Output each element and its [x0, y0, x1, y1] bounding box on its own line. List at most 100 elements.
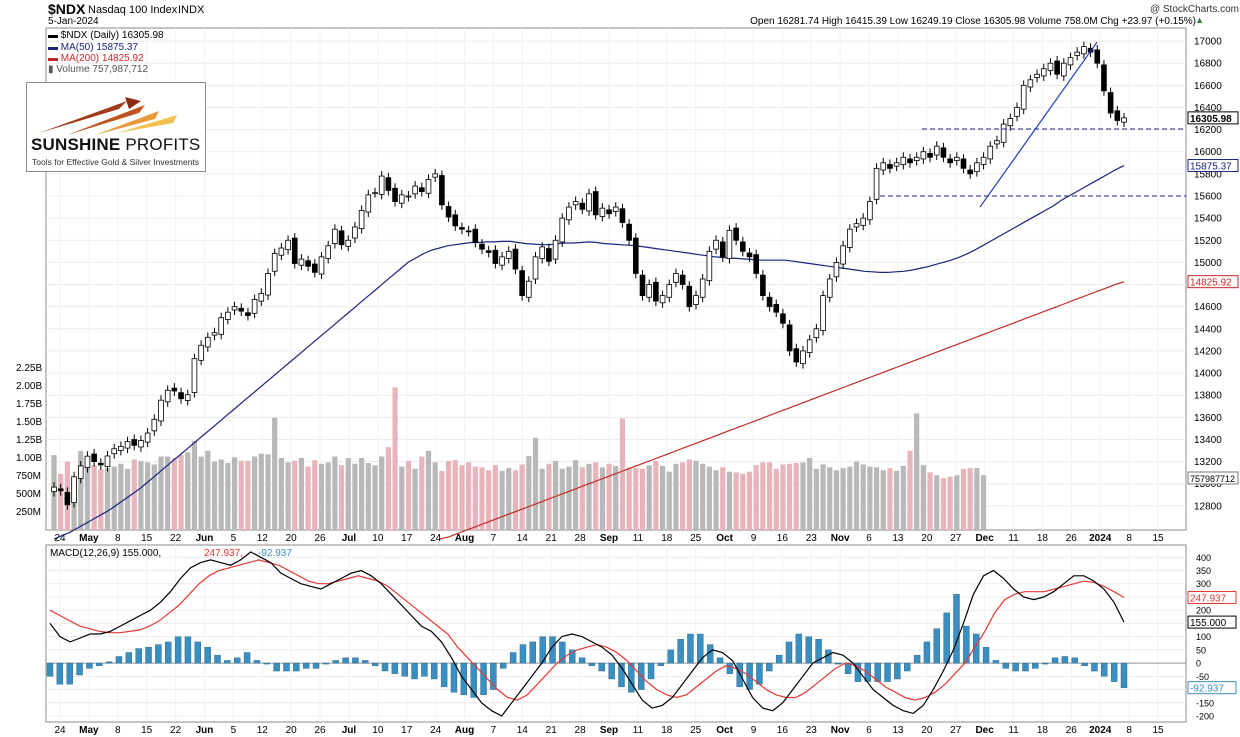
macd-x-tick-label: 15: [141, 725, 153, 736]
macd-histogram-bar: [963, 625, 970, 664]
x-tick-label: 9: [751, 533, 757, 544]
candle-body: [325, 245, 331, 259]
volume-bar: [860, 464, 866, 530]
price-tick-label: 14200: [1194, 346, 1222, 357]
volume-bar: [666, 471, 672, 530]
price-tick-label: 15800: [1194, 169, 1222, 180]
candle-body: [539, 246, 545, 259]
macd-tick-label: 100: [1196, 632, 1211, 642]
candle-body: [546, 248, 552, 262]
macd-x-tick-label: Aug: [455, 725, 474, 736]
price-badge-label: 15875.37: [1190, 162, 1232, 173]
volume-bar: [439, 470, 445, 530]
volume-bar: [653, 460, 659, 530]
candle-body: [933, 145, 940, 156]
volume-bar: [325, 462, 331, 530]
candle-body: [1020, 84, 1027, 110]
macd-histogram-bar: [509, 652, 517, 664]
volume-badge-box: [1187, 471, 1239, 485]
candle-body: [586, 193, 592, 212]
volume-bar: [593, 462, 599, 530]
candle-body: [91, 453, 97, 462]
candle-body: [526, 280, 532, 298]
candle-body: [492, 249, 499, 264]
chart-exchange: INDX: [178, 4, 205, 16]
candle-body: [699, 278, 706, 298]
ma50-line: [53, 165, 1125, 540]
volume-bar: [934, 475, 940, 530]
candle-body: [245, 312, 251, 316]
sun-rays-icon: [39, 97, 177, 135]
price-tick-label: 12800: [1194, 501, 1222, 512]
macd-histogram-bar: [480, 662, 487, 696]
candle-body: [940, 147, 947, 158]
x-tick-label: 8: [1126, 533, 1132, 544]
macd-tick-label: 0: [1196, 659, 1201, 669]
candle-body: [111, 448, 117, 455]
candle-body: [312, 263, 318, 273]
macd-histogram-bar: [56, 662, 64, 685]
candle-body: [893, 162, 900, 167]
macd-x-tick-label: 14: [517, 725, 529, 736]
candle-body: [1094, 49, 1101, 64]
volume-bar: [385, 447, 391, 530]
volume-bar: [185, 452, 191, 530]
candle-body: [265, 273, 271, 296]
macd-histogram-bar: [155, 644, 162, 664]
candle-body: [1061, 62, 1067, 77]
macd-badge-box: [1187, 615, 1237, 629]
macd-histogram-bar: [1071, 657, 1078, 664]
macd-histogram-bar: [253, 660, 261, 664]
candle-body: [271, 253, 278, 272]
volume-bar: [706, 466, 712, 530]
candle-body: [592, 191, 599, 216]
volume-bar: [459, 465, 465, 530]
candle-body: [532, 256, 539, 280]
candle-body: [1047, 62, 1054, 71]
quote-summary: Open 16281.74 High 16415.39 Low 16249.19…: [750, 16, 1196, 27]
candle-body: [840, 245, 846, 265]
macd-histogram-bar: [913, 654, 921, 664]
volume-bar: [526, 455, 532, 530]
price-tick-label: 15000: [1194, 258, 1222, 269]
candle-body: [472, 228, 479, 243]
macd-x-tick-label: 23: [806, 725, 818, 736]
macd-histogram-bar: [115, 656, 123, 664]
candle-body: [954, 156, 960, 161]
volume-bar: [673, 463, 679, 530]
macd-histogram-bar: [381, 662, 389, 672]
macd-line: [49, 551, 1125, 717]
macd-x-tick-label: Jul: [342, 725, 357, 736]
price-badge-label: 16305.98: [1190, 114, 1232, 125]
candle-body: [760, 274, 766, 297]
macd-histogram-bar: [598, 662, 605, 672]
macd-tick-label: 200: [1196, 606, 1211, 616]
macd-tick-label: 350: [1196, 566, 1211, 576]
macd-x-tick-label: 17: [401, 725, 413, 736]
candle-body: [773, 304, 780, 313]
volume-bar: [318, 463, 325, 530]
x-tick-label: 15: [1152, 533, 1164, 544]
volume-bar: [920, 465, 926, 530]
volume-bar: [419, 456, 425, 530]
macd-histogram-bar: [982, 647, 990, 664]
volume-bar: [773, 468, 779, 530]
x-tick-label: 28: [575, 533, 587, 544]
chart-index-name: Nasdaq 100 Index: [88, 4, 178, 16]
legend-price-icon: ▬: [48, 30, 61, 41]
price-tick-label: 16000: [1194, 147, 1222, 158]
volume-bar: [158, 456, 164, 530]
candle-body: [826, 278, 833, 298]
candle-body: [499, 256, 505, 266]
x-tick-label: 11: [633, 533, 644, 544]
macd-histogram-bar: [854, 662, 862, 682]
candle-body: [285, 239, 291, 251]
volume-bar: [713, 470, 719, 530]
volume-bar: [405, 460, 412, 530]
volume-bar: [486, 470, 492, 530]
volume-bar: [365, 463, 371, 530]
copyright-text[interactable]: @ StockCharts.com: [1149, 4, 1239, 15]
volume-bar: [84, 462, 91, 530]
volume-bar: [693, 460, 699, 530]
